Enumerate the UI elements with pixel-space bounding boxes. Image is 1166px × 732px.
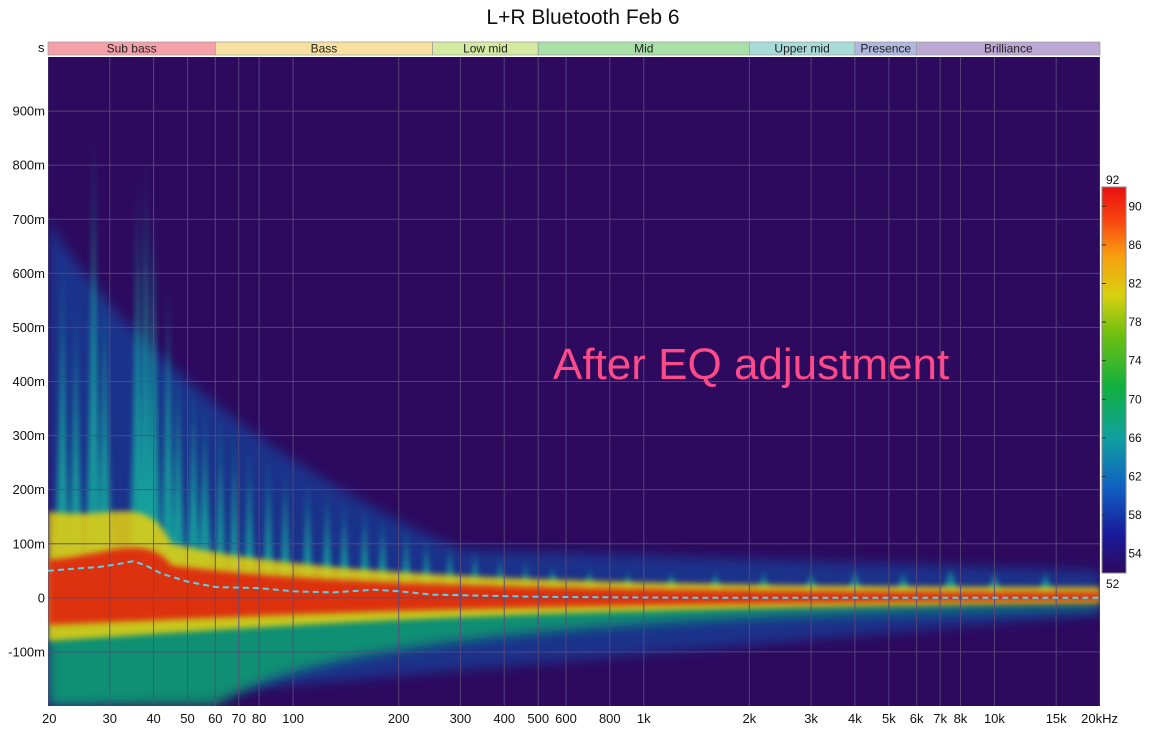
x-tick-label: 2k — [742, 711, 756, 726]
chart-title: L+R Bluetooth Feb 6 — [486, 6, 680, 29]
y-axis-unit-label: s — [38, 40, 45, 55]
heat-core-red — [48, 547, 1100, 625]
x-tick-label: 70 — [232, 711, 246, 726]
y-tick-label: -100m — [8, 644, 45, 659]
x-axis-ticks: 20 30 40 50 60 70 80 100 200 300 400 500 600 800 1k 2k 3… — [42, 711, 1118, 726]
colorbar-tick-label: 62 — [1128, 470, 1142, 484]
x-tick-label: 30 — [103, 711, 117, 726]
heat-ridge — [83, 132, 104, 598]
x-tick-label: 1k — [637, 711, 651, 726]
x-tick-label: 20 — [42, 711, 56, 726]
heat-ridge — [213, 413, 228, 598]
x-tick-label: 50 — [180, 711, 194, 726]
x-tick-label: 8k — [954, 711, 968, 726]
y-tick-label: 700m — [12, 212, 45, 227]
x-tick-label: 20kHz — [1081, 711, 1118, 726]
x-tick-label: 300 — [450, 711, 472, 726]
y-tick-label: 0 — [38, 590, 45, 605]
x-tick-label: 4k — [848, 711, 862, 726]
colorbar-tick-label: 78 — [1128, 315, 1142, 329]
colorbar-tick-label: 54 — [1128, 547, 1142, 561]
x-tick-label: 3k — [804, 711, 818, 726]
colorbar-tick-label: 90 — [1128, 199, 1142, 213]
frequency-band-bar: Sub bass Bass Low mid Mid Upper mid Presence B… — [47, 41, 1101, 56]
band-label: Presence — [860, 42, 911, 56]
colorbar-min-label: 52 — [1106, 577, 1120, 591]
band-label: Low mid — [463, 42, 508, 56]
y-tick-label: 400m — [12, 374, 45, 389]
band-label: Sub bass — [107, 42, 157, 56]
annotation-text: After EQ adjustment — [553, 340, 950, 389]
band-label: Brilliance — [984, 42, 1033, 56]
colorbar-tick-label: 74 — [1128, 354, 1142, 368]
peak-delay-line — [48, 560, 1100, 599]
band-label: Upper mid — [774, 42, 829, 56]
band-segment — [916, 41, 1101, 56]
y-tick-label: 200m — [12, 482, 45, 497]
heat-ridge — [168, 359, 189, 598]
peak-delay-curve — [48, 560, 1100, 599]
colorbar-tick-label: 70 — [1128, 392, 1142, 406]
x-tick-label: 500 — [527, 711, 549, 726]
y-tick-label: 900m — [12, 104, 45, 119]
heat-region-pre — [48, 597, 1100, 706]
colorbar: 92 52 90 86 82 78 74 70 66 62 58 54 — [1101, 173, 1142, 591]
y-tick-label: 100m — [12, 536, 45, 551]
x-tick-label: 40 — [146, 711, 160, 726]
x-tick-label: 200 — [388, 711, 410, 726]
band-label: Bass — [311, 42, 338, 56]
colorbar-max-label: 92 — [1106, 173, 1120, 187]
x-tick-label: 6k — [910, 711, 924, 726]
x-tick-label: 600 — [555, 711, 577, 726]
colorbar-gradient — [1101, 186, 1127, 574]
x-tick-label: 100 — [282, 711, 304, 726]
y-tick-label: 800m — [12, 158, 45, 173]
y-axis-ticks: 900m 800m 700m 600m 500m 400m 300m 200m 100m 0 -10… — [8, 104, 45, 660]
grid-lines — [48, 57, 1100, 706]
x-tick-label: 5k — [882, 711, 896, 726]
heat-ridge — [158, 284, 179, 598]
colorbar-tick-label: 66 — [1128, 431, 1142, 445]
colorbar-tick-label: 58 — [1128, 508, 1142, 522]
colorbar-tick-label: 82 — [1128, 277, 1142, 291]
x-tick-label: 400 — [493, 711, 515, 726]
x-tick-label: 15k — [1046, 711, 1067, 726]
y-tick-label: 300m — [12, 428, 45, 443]
band-label: Mid — [634, 42, 653, 56]
x-tick-label: 60 — [208, 711, 222, 726]
colorbar-ticks: 90 86 82 78 74 70 66 62 58 54 — [1102, 199, 1142, 561]
x-tick-label: 80 — [252, 711, 266, 726]
colorbar-tick-label: 86 — [1128, 238, 1142, 252]
heat-ridge — [194, 403, 215, 598]
x-tick-label: 10k — [984, 711, 1005, 726]
x-tick-label: 7k — [933, 711, 947, 726]
x-tick-label: 800 — [599, 711, 621, 726]
y-tick-label: 500m — [12, 320, 45, 335]
y-tick-label: 600m — [12, 266, 45, 281]
